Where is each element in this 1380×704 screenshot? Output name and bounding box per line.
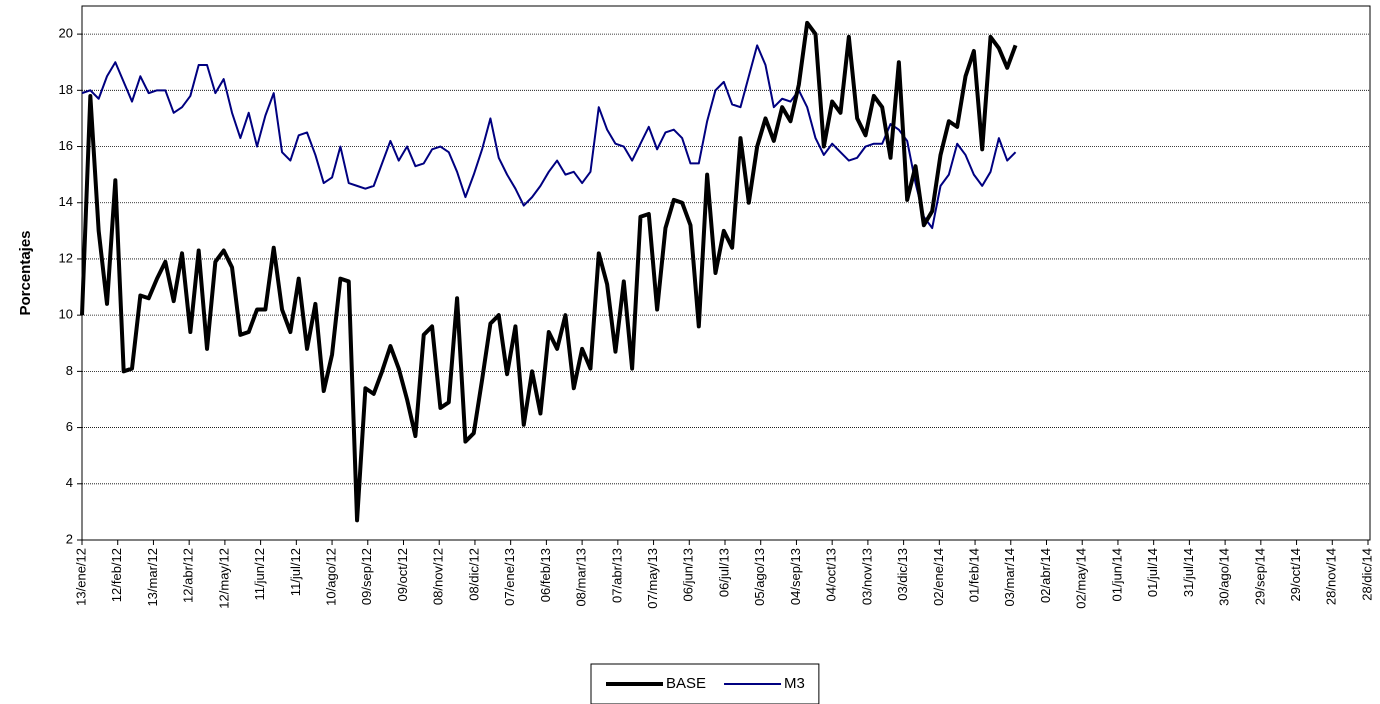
x-tick-label: 11/jul/12 [288,548,303,596]
x-tick-label: 08/nov/12 [431,548,446,605]
x-tick-label: 29/sep/14 [1252,548,1267,605]
x-tick-label: 02/may/14 [1074,548,1089,609]
x-tick-label: 07/may/13 [645,548,660,609]
x-tick-label: 09/sep/12 [359,548,374,605]
y-tick-label: 10 [59,307,73,322]
x-tick-label: 03/mar/14 [1002,548,1017,607]
legend-label: BASE [666,675,706,692]
x-tick-label: 13/mar/12 [145,548,160,607]
y-tick-label: 18 [59,82,73,97]
x-tick-label: 04/oct/13 [824,548,839,602]
x-tick-label: 12/abr/12 [181,548,196,603]
y-tick-label: 12 [59,250,73,265]
x-tick-label: 08/dic/12 [466,548,481,601]
y-tick-label: 6 [66,419,73,434]
x-tick-label: 12/feb/12 [109,548,124,602]
x-tick-label: 01/jul/14 [1145,548,1160,597]
x-tick-label: 05/ago/13 [752,548,767,606]
x-tick-label: 02/abr/14 [1038,548,1053,603]
y-tick-label: 8 [66,363,73,378]
x-tick-label: 02/ene/14 [931,548,946,606]
x-tick-label: 28/nov/14 [1324,548,1339,605]
x-tick-label: 07/abr/13 [609,548,624,603]
x-tick-label: 11/jun/12 [252,548,267,601]
y-tick-label: 4 [66,475,73,490]
x-tick-label: 31/jul/14 [1181,548,1196,597]
legend: BASE M3 [590,663,820,704]
x-tick-label: 04/sep/13 [788,548,803,605]
legend-label: M3 [784,675,805,692]
y-tick-label: 20 [59,26,73,41]
x-tick-label: 06/feb/13 [538,548,553,602]
x-tick-label: 12/may/12 [216,548,231,609]
y-axis-label: Porcentajes [17,230,34,315]
x-tick-label: 30/ago/14 [1217,548,1232,606]
x-tick-label: 01/feb/14 [966,548,981,602]
x-tick-label: 07/ene/13 [502,548,517,606]
x-tick-label: 13/ene/12 [73,548,88,606]
series-line [81,44,1017,230]
x-tick-label: 10/ago/12 [323,548,338,606]
x-tick-label: 06/jun/13 [681,548,696,602]
x-tick-label: 03/nov/13 [859,548,874,605]
x-tick-label: 01/jun/14 [1109,548,1124,602]
x-tick-label: 06/jul/13 [716,548,731,597]
x-tick-label: 08/mar/13 [574,548,589,607]
x-tick-label: 09/oct/12 [395,548,410,602]
series-line [80,20,1018,523]
x-tick-label: 28/dic/14 [1359,548,1374,601]
y-tick-label: 16 [59,138,73,153]
x-tick-label: 29/oct/14 [1288,548,1303,602]
y-tick-label: 2 [66,531,73,546]
x-tick-label: 03/dic/13 [895,548,910,601]
y-tick-label: 14 [59,194,73,209]
